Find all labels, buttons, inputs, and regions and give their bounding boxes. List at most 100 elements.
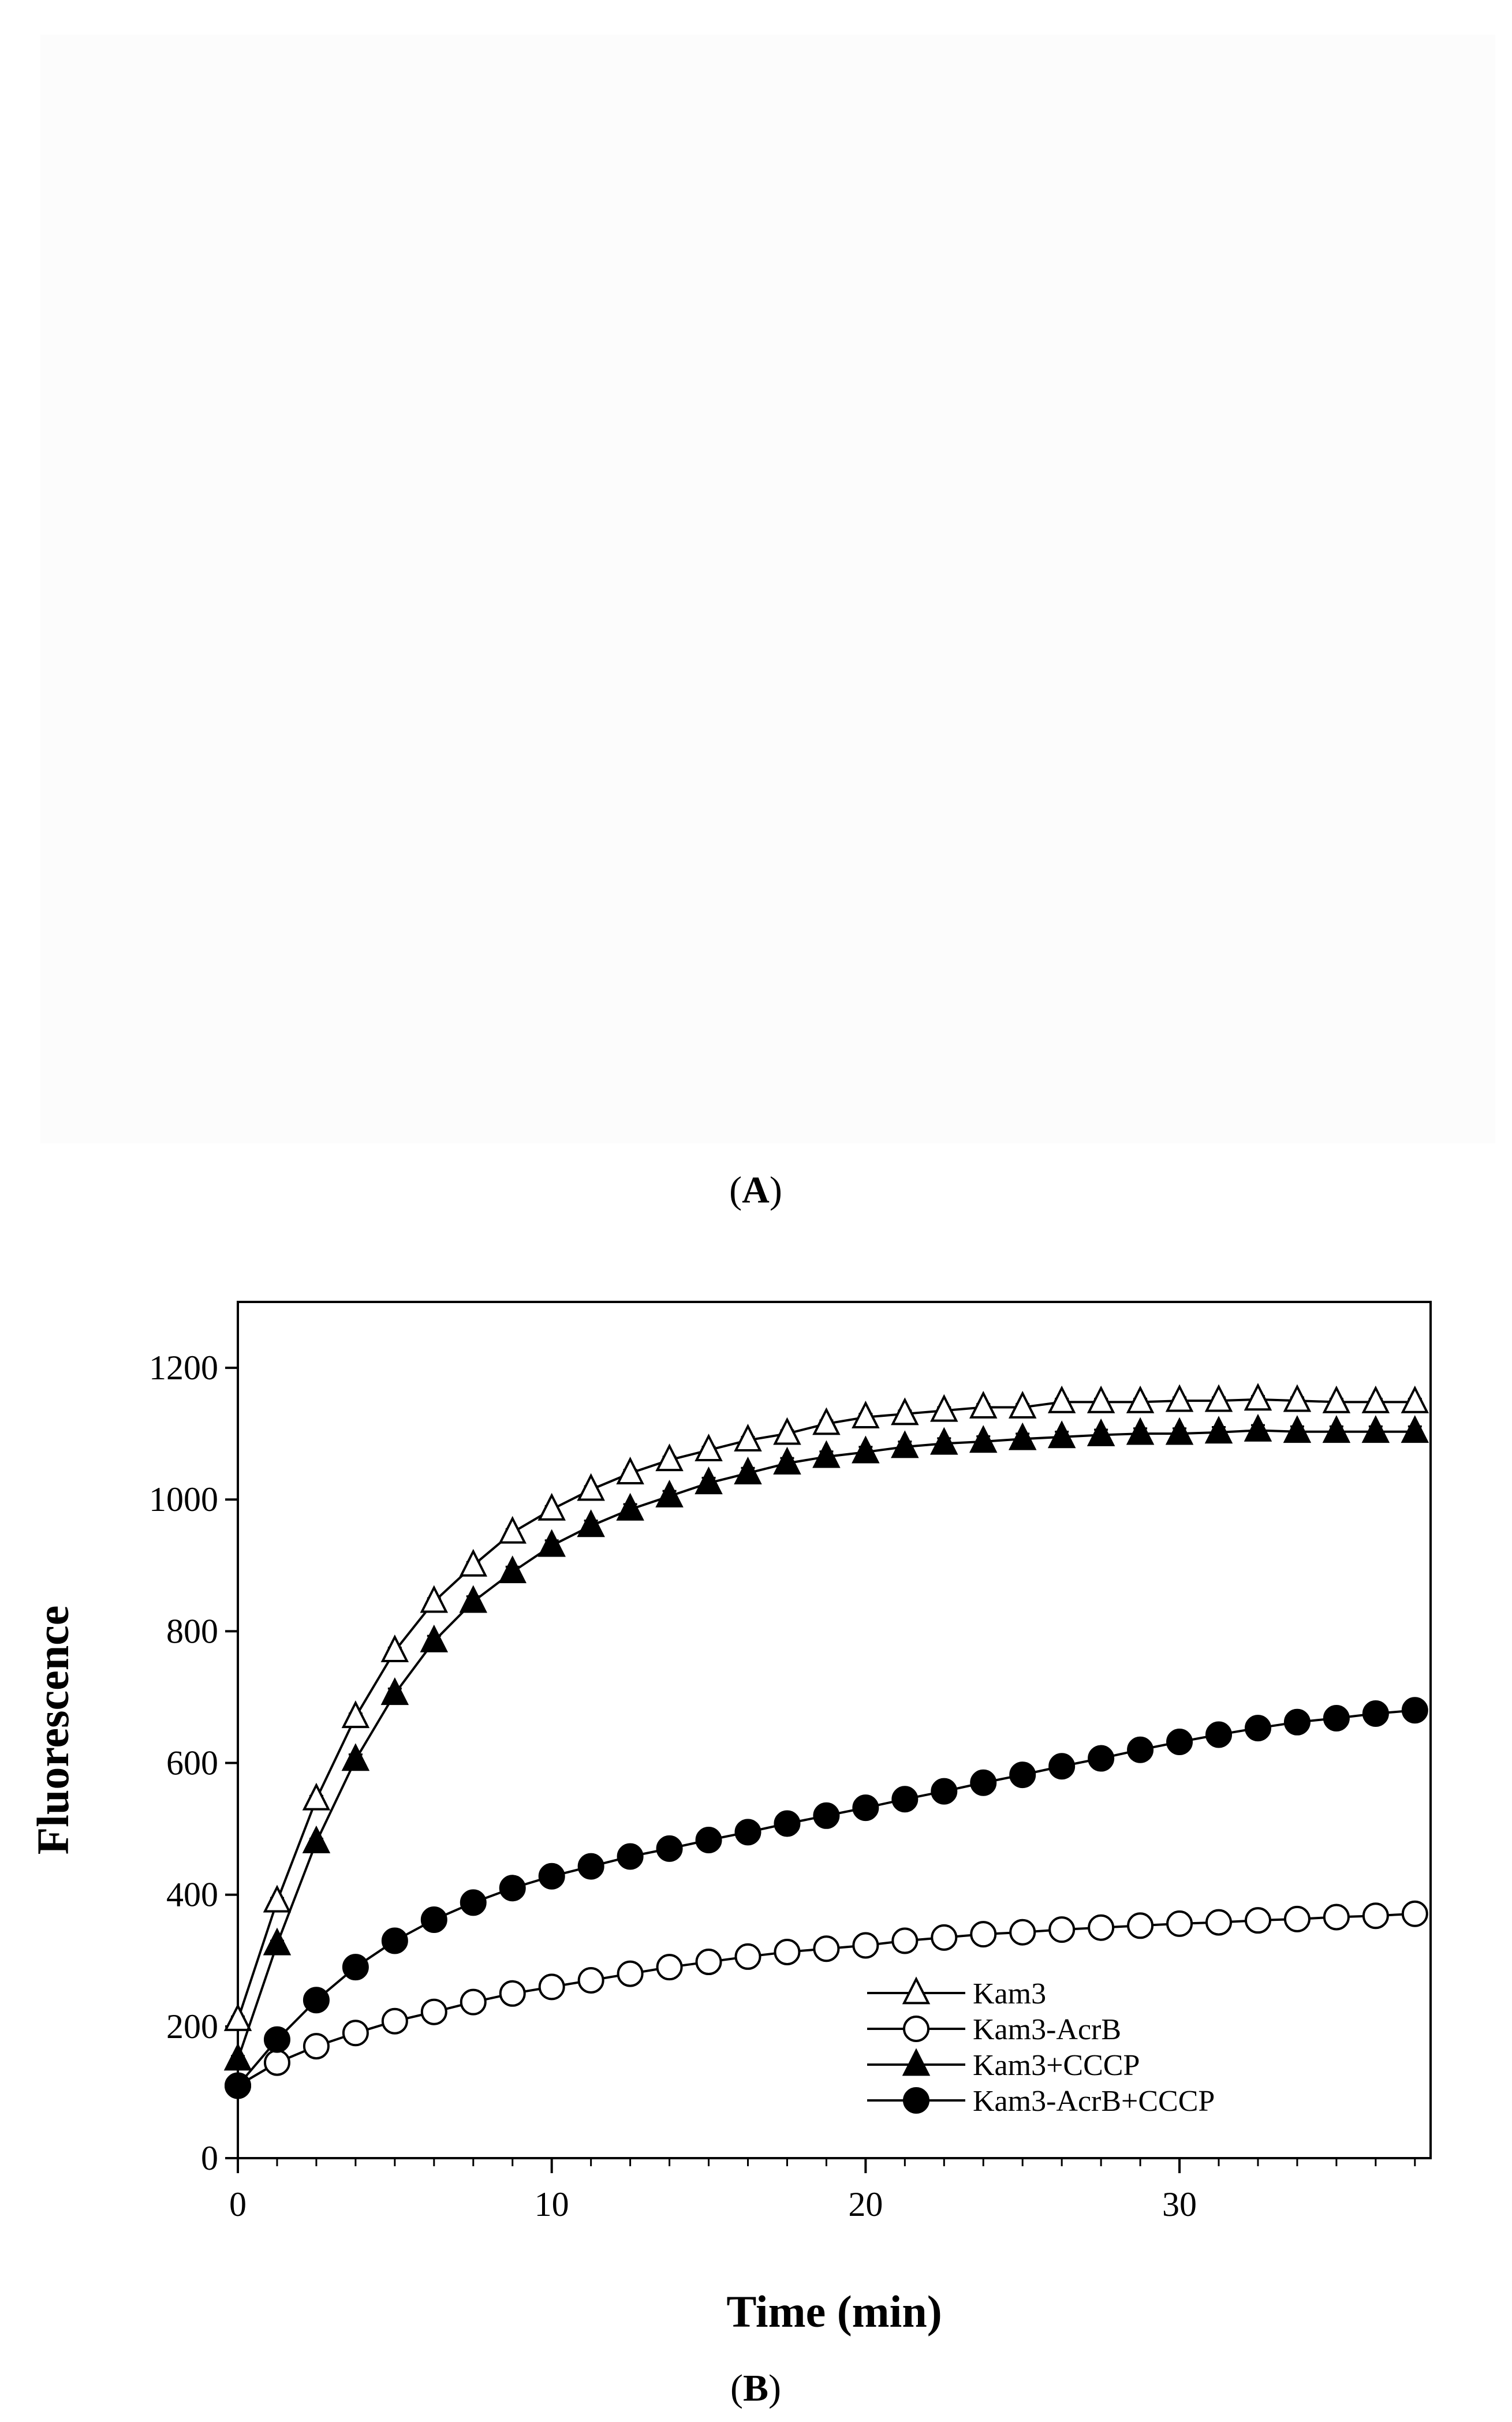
panel-b-data-point [537,1529,566,1557]
panel-b-data-point [342,1954,369,1981]
panel-b-data-point [1088,1745,1115,1772]
panel-b-data-point [617,1843,644,1870]
panel-b-data-point [1401,1697,1428,1724]
panel-b-data-point [1323,1904,1350,1931]
panel-b-data-point [969,1390,998,1419]
panel-b-series-kam3-acrb [225,1900,1428,2099]
panel-b-data-point [931,1924,958,1951]
panel-b-data-point [1008,1422,1037,1450]
panel-b-data-point [813,1935,840,1962]
panel-b-data-point [380,1634,409,1662]
panel-b-data-point [970,1921,997,1948]
panel-b-data-point [774,1810,801,1837]
panel-b-data-point [970,1769,997,1796]
panel-b-data-point [1126,1385,1155,1413]
panel-b-data-point [773,1446,801,1475]
panel-b-series-line [237,1429,1415,2060]
panel-b-data-point [380,1677,409,1706]
panel-b-data-point [617,1960,644,1987]
panel-b-data-point [852,1435,880,1464]
panel-b-data-point [537,1492,566,1521]
panel-b-data-point [1205,1721,1233,1748]
panel-b-data-point [577,1966,604,1994]
panel-b-data-point [577,1853,604,1880]
panel-b-data-point [1009,1919,1036,1946]
panel-b-xtick-label: 10 [535,2185,569,2223]
panel-b-ytick-label: 0 [201,2139,218,2177]
panel-b-data-point [852,1401,880,1429]
panel-b-data-point [695,1949,722,1976]
panel-b-data-point [734,1457,762,1484]
panel-b-data-point [695,1827,722,1854]
panel-b-data-point [734,1943,761,1970]
panel-b-data-point [1362,1902,1389,1930]
panel-b-data-point [1165,1417,1194,1445]
panel-b-data-point [1048,1916,1076,1943]
panel-b-data-point [812,1407,841,1435]
panel-b-data-point [734,1819,761,1846]
panel-b-data-point [1323,1704,1350,1731]
panel-b-data-point [1166,1729,1193,1756]
panel-b-data-point [1127,1912,1154,1939]
panel-b-data-point [969,1425,998,1453]
panel-b-ytick-label: 1200 [149,1349,218,1387]
panel-b-data-point [1401,1900,1428,1927]
panel-b-data-point [1047,1420,1076,1449]
panel-b-data-point [656,1835,683,1862]
panel-b-data-point [774,1938,801,1965]
panel-b-data-point [498,1555,527,1584]
panel-b-data-point [1244,1715,1271,1742]
panel-b-data-point [1283,1905,1311,1932]
panel-b-data-point [891,1786,919,1813]
panel-b-data-point [1361,1415,1390,1443]
panel-b-chart: 0 200 400 600 800 1000 1200 0 10 20 30 Time (min) Fl… [28,1301,1432,2337]
panel-b-plot-frame [237,1301,1432,2159]
panel-b-data-point [1204,1384,1233,1412]
panel-b-data-point [459,1585,488,1613]
panel-b-legend-label: Kam3+CCCP [973,2049,1140,2082]
panel-b-legend-marker [902,1976,931,2005]
panel-b-data-point [1283,1708,1311,1736]
panel-b-series-kam3-acrb-cccp [225,1697,1428,2099]
panel-b-data-point [499,1875,526,1902]
panel-b-data-point [930,1427,958,1455]
panel-b-data-point [1087,1385,1115,1413]
panel-b-legend-marker [903,2087,929,2114]
panel-b-data-point [303,1987,330,2014]
panel-b-data-point [773,1417,801,1445]
panel-b-data-point [616,1492,644,1521]
panel-b-data-point [1244,1383,1272,1411]
panel-b-data-point [498,1516,527,1544]
panel-b-data-point [655,1443,684,1472]
panel-b-data-point [1126,1417,1155,1445]
panel-b-data-point [303,2033,330,2060]
panel-b-y-axis-title: Fluorescence [28,1606,78,1855]
panel-b-data-point [812,1440,841,1468]
panel-b-data-point [341,1743,370,1771]
panel-b-data-point [420,1624,449,1652]
panel-b-data-point [263,1927,292,1955]
panel-b-data-point [1401,1385,1429,1413]
panel-a-caption: (A) [729,1169,782,1211]
panel-b-data-point [1322,1385,1351,1413]
panel-b-data-point [1008,1390,1037,1419]
panel-b-data-point [223,2043,252,2071]
panel-b-data-point [499,1980,526,2007]
panel-b-data-point [1204,1416,1233,1444]
panel-b-data-point [538,1863,565,1890]
panel-b-series-line [237,1709,1415,2087]
panel-b-data-point [1283,1415,1312,1443]
panel-b-x-axis-title: Time (min) [726,2286,942,2337]
panel-b-data-point [1361,1385,1390,1413]
panel-b-ytick-label: 200 [166,2007,218,2046]
panel-b-data-point [1087,1418,1115,1446]
panel-b-data-point [381,1927,408,1954]
panel-b-legend-marker [902,2048,931,2076]
panel-b-data-point [460,1988,487,2016]
panel-b-series-kam3-cccp [223,1413,1429,2071]
panel-b-data-point [420,1906,447,1934]
panel-b-data-point [695,1434,723,1462]
panel-b-data-point [1205,1909,1233,1936]
panel-b-data-point [341,1700,370,1729]
